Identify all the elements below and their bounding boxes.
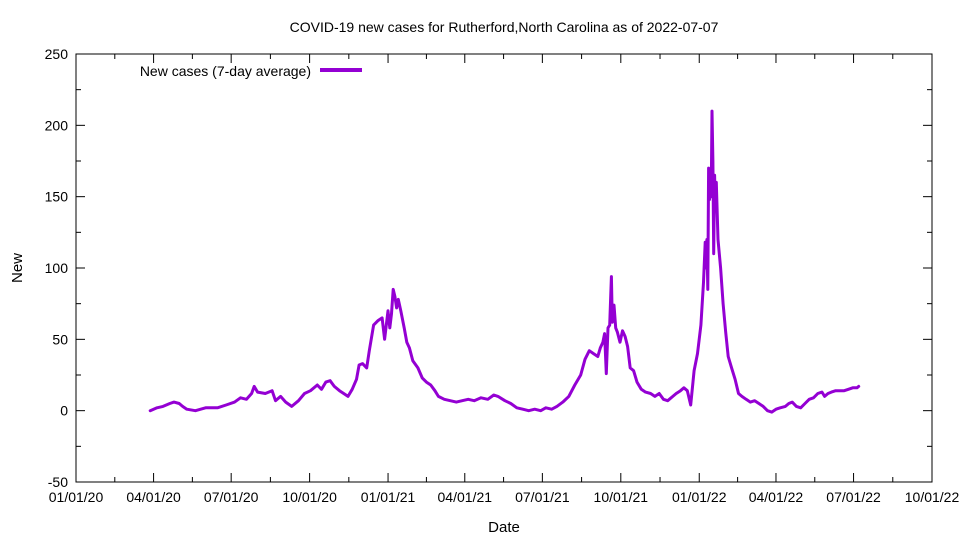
x-tick-label: 10/01/20: [282, 489, 337, 505]
axis-ticks: [75, 53, 933, 483]
x-tick-label: 04/01/22: [749, 489, 804, 505]
x-tick-label: 07/01/22: [826, 489, 881, 505]
plot-area-border: [75, 53, 933, 483]
chart-title: COVID-19 new cases for Rutherford,North …: [290, 19, 719, 35]
x-tick-label: 01/01/20: [49, 489, 104, 505]
x-tick-label: 10/01/22: [905, 489, 960, 505]
y-tick-label: 150: [45, 189, 69, 205]
y-tick-label: 250: [45, 46, 69, 62]
legend-label: New cases (7-day average): [140, 63, 311, 79]
x-tick-label: 04/01/20: [126, 489, 181, 505]
x-tick-label: 07/01/20: [204, 489, 259, 505]
x-tick-label: 04/01/21: [438, 489, 493, 505]
x-axis-label: Date: [488, 519, 520, 536]
y-tick-label: 0: [60, 403, 68, 419]
x-tick-label: 01/01/22: [672, 489, 727, 505]
y-tick-label: 100: [45, 260, 69, 276]
y-tick-label: 200: [45, 117, 69, 133]
x-tick-label: 01/01/21: [361, 489, 416, 505]
y-tick-label: -50: [48, 474, 68, 490]
axis-tick-labels: -50 0 50 100 150 200 250 01/01/20 04/01/20 07/01/…: [45, 46, 960, 505]
x-tick-label: 07/01/21: [515, 489, 570, 505]
y-tick-label: 50: [52, 331, 68, 347]
legend: New cases (7-day average): [140, 63, 362, 79]
x-tick-label: 10/01/21: [594, 489, 649, 505]
y-axis-label: New: [9, 253, 26, 283]
series-line-new-cases: [148, 109, 861, 414]
